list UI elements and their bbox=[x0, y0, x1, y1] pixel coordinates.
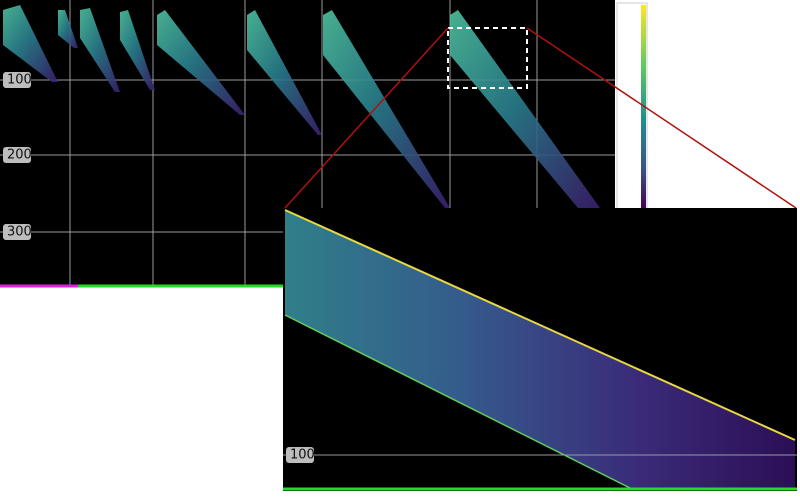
sweep bbox=[120, 10, 155, 90]
colorbar bbox=[641, 5, 646, 209]
sweep-edge bbox=[284, 209, 796, 441]
sweep-edge bbox=[284, 314, 631, 489]
label-box bbox=[3, 224, 31, 240]
y-label: 100 bbox=[290, 448, 315, 463]
sweep bbox=[247, 10, 322, 135]
label-box bbox=[3, 147, 31, 163]
zoom-connector bbox=[284, 27, 449, 209]
sweeps bbox=[3, 5, 600, 208]
label-box bbox=[3, 72, 31, 88]
zoom-selection bbox=[447, 27, 528, 89]
y-label: 300 bbox=[7, 225, 32, 240]
zoom-sweep bbox=[285, 210, 795, 488]
sweep bbox=[157, 10, 245, 115]
y-label: 200 bbox=[7, 148, 32, 163]
sweep bbox=[3, 5, 58, 82]
zoom-connector bbox=[526, 27, 797, 209]
sweep bbox=[450, 10, 600, 208]
label-box bbox=[286, 447, 314, 463]
zoom-view: 100 bbox=[283, 208, 797, 491]
sweep bbox=[323, 10, 450, 208]
sweep bbox=[80, 8, 120, 92]
y-label: 100 bbox=[7, 73, 32, 88]
main-y-labels: 100 200 300 bbox=[3, 72, 32, 240]
sweep bbox=[58, 10, 78, 48]
